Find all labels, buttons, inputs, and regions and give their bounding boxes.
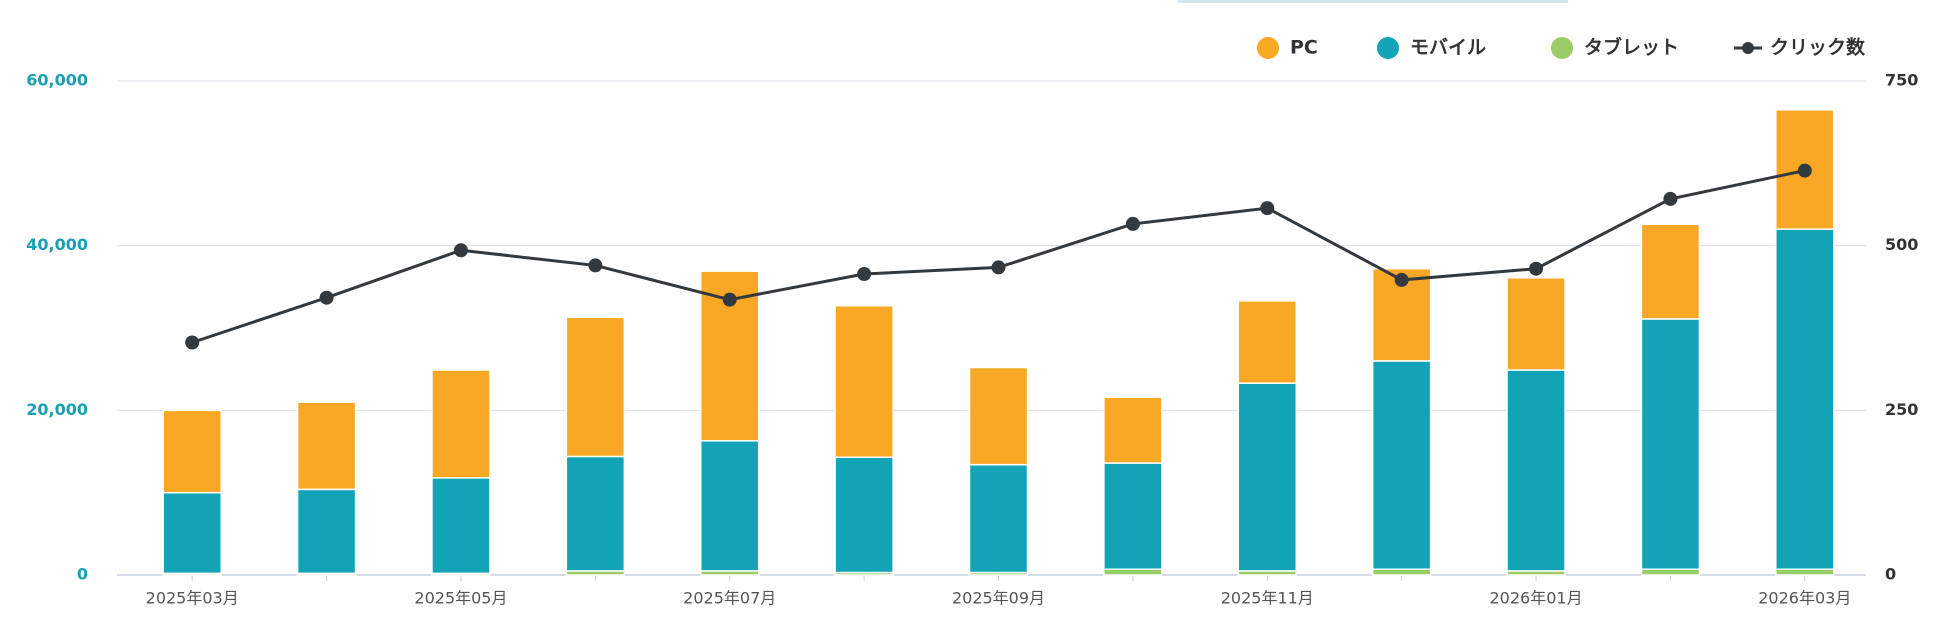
line-marker — [991, 260, 1006, 275]
legend-label: PC — [1290, 37, 1318, 59]
line-marker — [1529, 261, 1544, 276]
line-marker — [319, 290, 334, 305]
x-tick-label: 2026年03月 — [1758, 589, 1851, 608]
bar-segment — [431, 369, 491, 479]
bar-segment — [1237, 382, 1298, 572]
bar-segment — [968, 463, 1029, 574]
line-marker — [722, 292, 737, 307]
bar-segment — [1640, 223, 1701, 320]
bar-segment — [162, 491, 222, 575]
bar-segment — [1103, 462, 1163, 570]
bar-segment — [1371, 360, 1432, 570]
legend-label: タブレット — [1584, 36, 1679, 59]
bar-segment — [1775, 568, 1835, 576]
y-tick-label: 0 — [77, 565, 88, 584]
legend-label: クリック数 — [1770, 36, 1866, 59]
y-tick-label: 40,000 — [26, 235, 88, 254]
x-tick-label: 2025年09月 — [952, 589, 1045, 608]
bar-segment — [834, 456, 894, 574]
y-tick-label: 60,000 — [26, 71, 88, 90]
y2-tick-label: 250 — [1885, 400, 1918, 419]
x-tick-label: 2025年07月 — [683, 589, 776, 608]
bar-segment — [162, 409, 222, 494]
bar-segment — [699, 440, 760, 572]
bar-segment — [1237, 300, 1298, 384]
line-marker — [185, 335, 200, 350]
bar-segment — [1506, 369, 1566, 572]
legend-swatch — [1742, 42, 1754, 54]
y-tick-label: 20,000 — [26, 400, 88, 419]
top-accent — [1178, 0, 1568, 3]
line-marker — [588, 258, 603, 273]
line-marker — [1260, 201, 1275, 216]
bar-segment — [1506, 277, 1566, 371]
bar-segment — [1103, 568, 1163, 576]
legend-swatch — [1257, 37, 1279, 59]
bar-segment — [1371, 568, 1432, 576]
bar-segment — [296, 401, 357, 491]
bar-segment — [1640, 318, 1701, 570]
bar-segment — [1103, 396, 1163, 464]
line-marker — [453, 243, 468, 258]
x-tick-label: 2025年03月 — [146, 589, 239, 608]
bar-segment — [834, 305, 894, 459]
x-tick-label: 2026年01月 — [1489, 589, 1582, 608]
x-tick-label: 2025年05月 — [414, 589, 507, 608]
bar-segment — [968, 366, 1029, 466]
bar-segment — [565, 455, 626, 572]
bar-segment — [1775, 228, 1835, 570]
legend-swatch — [1551, 37, 1573, 59]
y2-tick-label: 750 — [1885, 71, 1918, 90]
line-marker — [1394, 272, 1409, 287]
bar-segment — [431, 477, 491, 575]
legend-swatch — [1377, 37, 1399, 59]
line-marker — [857, 266, 872, 281]
line-marker — [1797, 163, 1812, 178]
legend-label: モバイル — [1410, 37, 1486, 59]
bar-segment — [296, 488, 357, 575]
bar-segment — [1640, 568, 1701, 576]
y2-tick-label: 500 — [1885, 235, 1918, 254]
x-tick-label: 2025年11月 — [1221, 589, 1314, 608]
line-marker — [1663, 191, 1678, 206]
line-marker — [1125, 216, 1140, 231]
bar-segment — [565, 316, 626, 458]
y2-tick-label: 0 — [1885, 565, 1896, 584]
